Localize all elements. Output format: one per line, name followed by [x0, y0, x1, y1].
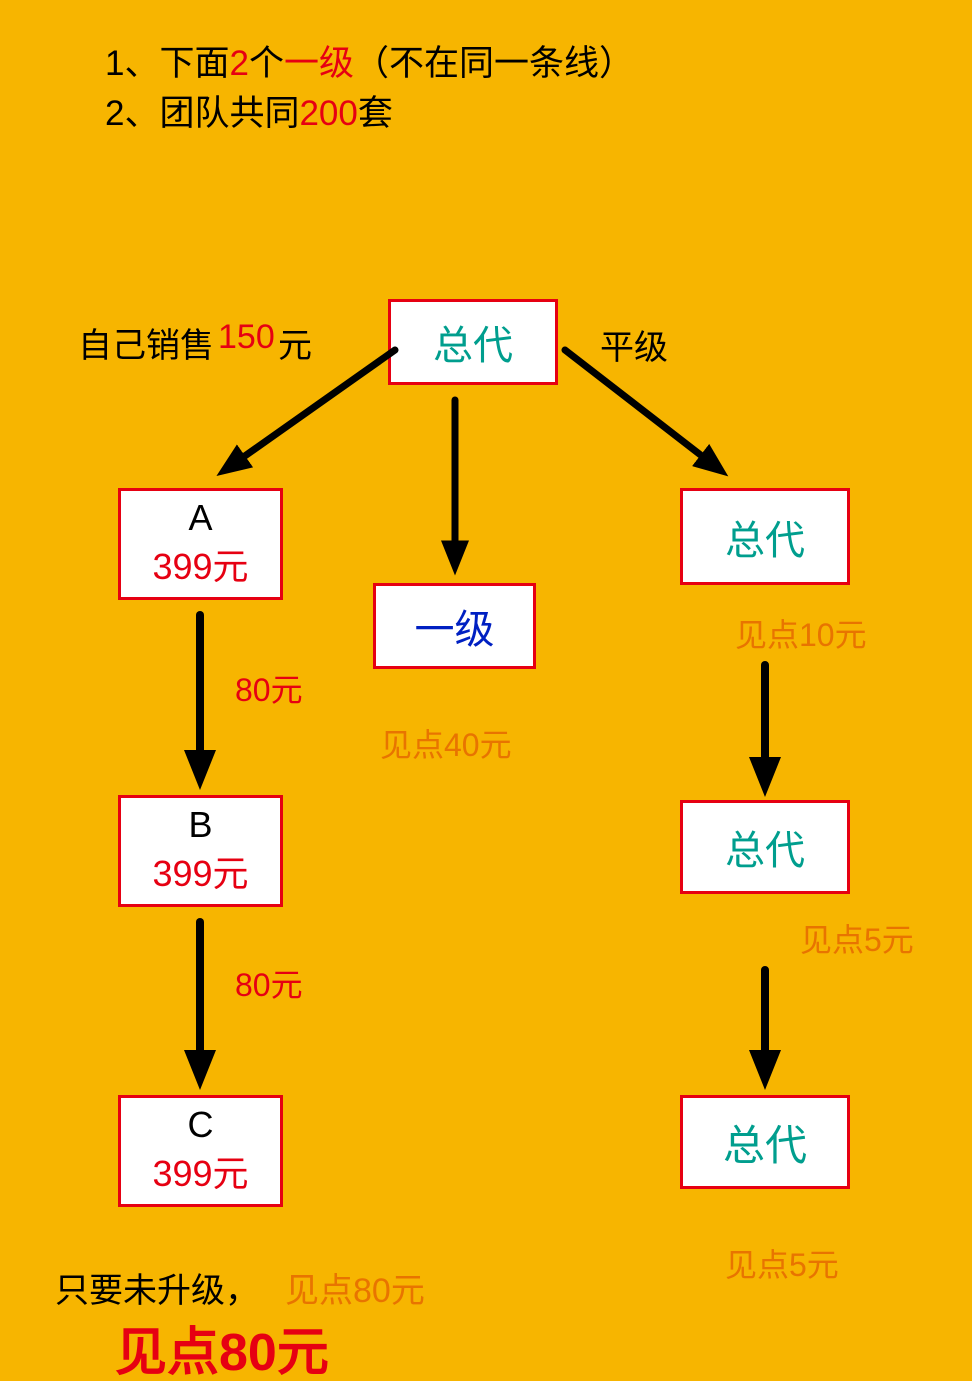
label-jd5a: 见点5元 — [800, 915, 914, 961]
label-self_sale_amt: 150 — [218, 318, 275, 357]
label-foot_orange: 见点80元 — [285, 1263, 425, 1312]
arrow-root_to_A — [225, 350, 395, 470]
label-self_sale_pre: 自己销售 — [78, 318, 214, 367]
label-jd10: 见点10元 — [735, 610, 867, 656]
label-foot_big: 见点80元 — [115, 1310, 329, 1381]
label-foot_black: 只要未升级， — [55, 1263, 259, 1312]
label-ab_80: 80元 — [235, 665, 303, 711]
diagram-canvas: 1、下面2个一级（不在同一条线）2、团队共同200套总代一级A399元B399元… — [0, 0, 972, 1381]
label-jd5b: 见点5元 — [725, 1240, 839, 1286]
label-self_sale_yen: 元 — [278, 318, 312, 367]
label-jd40: 见点40元 — [380, 720, 512, 766]
arrows-layer — [0, 0, 972, 1381]
label-bc_80: 80元 — [235, 960, 303, 1006]
label-pingji: 平级 — [600, 320, 668, 369]
